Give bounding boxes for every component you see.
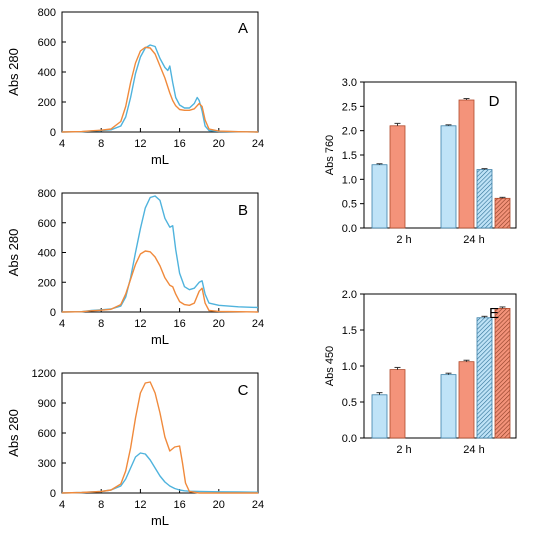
bar-orange-hatched (494, 307, 511, 439)
bar-blue (371, 164, 388, 229)
y-tick-label: 400 (38, 67, 56, 79)
chart-panel-c: 4 8 12 16 20 24 0 300 600 900 1200 mL Abs 280 C (6, 368, 264, 528)
y-axis-title: Abs 760 (324, 135, 336, 175)
x-tick-label: 24 (252, 499, 264, 511)
panel-letter: B (238, 202, 248, 219)
panel-letter: E (489, 305, 499, 322)
panel-letter: D (489, 93, 500, 110)
series-line-orange (61, 46, 259, 133)
bar-orange (458, 99, 475, 229)
chart-panel-a: 4 8 12 16 20 24 0 200 400 600 800 mL Abs 280 A (6, 7, 264, 167)
x-tick-label: 20 (213, 499, 225, 511)
y-tick-label: 0.5 (342, 397, 357, 409)
x-tick-label: 20 (213, 318, 225, 330)
plot-frame (61, 192, 259, 313)
y-axis-title: Abs 280 (6, 229, 21, 277)
y-tick-label: 800 (38, 7, 56, 19)
y-tick-label: 1.5 (342, 325, 357, 337)
x-tick-label: 24 (252, 318, 264, 330)
y-tick-label: 2.0 (342, 289, 357, 301)
bar-orange (458, 361, 475, 439)
y-tick-label: 3.0 (342, 77, 357, 89)
x-tick-label: 4 (59, 138, 65, 150)
bar-orange-hatched (494, 197, 511, 229)
y-tick-label: 0.0 (342, 223, 357, 235)
y-tick-label: 400 (38, 248, 56, 260)
y-tick-label: 0.5 (342, 199, 357, 211)
plot-frame (61, 11, 259, 133)
y-axis-title: Abs 280 (6, 409, 21, 457)
series-line-orange (61, 381, 258, 494)
x-tick-label: 12 (134, 499, 146, 511)
y-tick-label: 600 (38, 37, 56, 49)
x-tick-label: 8 (98, 318, 104, 330)
y-tick-label: 900 (38, 398, 56, 410)
y-tick-label: 300 (38, 458, 56, 470)
x-tick-label: 8 (98, 138, 104, 150)
y-tick-label: 1.5 (342, 150, 357, 162)
x-tick-label: 4 (59, 499, 65, 511)
bar-orange (389, 369, 406, 439)
panel-letter: A (238, 20, 248, 37)
x-tick-label: 4 (59, 318, 65, 330)
chart-panel-e: 0.0 0.5 1.0 1.5 2.0 2 h 24 h Abs 450 E (324, 289, 517, 456)
y-axis-title: Abs 450 (324, 346, 336, 386)
bar-blue-hatched (476, 317, 493, 439)
category-label: 24 h (463, 444, 484, 456)
x-tick-label: 12 (134, 138, 146, 150)
y-tick-label: 0 (50, 488, 56, 500)
category-label: 2 h (396, 444, 411, 456)
bar-blue (371, 394, 388, 439)
category-label: 2 h (396, 234, 411, 246)
x-tick-label: 20 (213, 138, 225, 150)
y-tick-label: 200 (38, 97, 56, 109)
y-tick-label: 200 (38, 277, 56, 289)
y-axis-title: Abs 280 (6, 48, 21, 96)
y-tick-label: 600 (38, 428, 56, 440)
y-tick-label: 1.0 (342, 361, 357, 373)
chart-panel-d: 0.0 0.5 1.0 1.5 2.0 2.5 3.0 2 h 24 h Abs 760 D (324, 77, 517, 246)
x-tick-label: 24 (252, 138, 264, 150)
x-axis-title: mL (151, 152, 169, 167)
bar-blue-hatched (476, 169, 493, 229)
bar-blue (440, 125, 457, 229)
y-tick-label: 2.5 (342, 101, 357, 113)
y-tick-label: 1200 (32, 368, 56, 380)
series-line-blue (61, 452, 259, 494)
y-tick-label: 0.0 (342, 433, 357, 445)
y-tick-label: 2.0 (342, 126, 357, 138)
y-tick-label: 0 (50, 127, 56, 139)
panel-letter: C (238, 382, 249, 399)
x-tick-label: 16 (173, 138, 185, 150)
chart-panel-b: 4 8 12 16 20 24 0 200 400 600 800 mL Abs 280 B (6, 188, 264, 347)
x-tick-label: 12 (134, 318, 146, 330)
y-tick-label: 800 (38, 188, 56, 200)
series-line-orange (61, 250, 259, 313)
x-axis-title: mL (151, 332, 169, 347)
bar-orange (389, 125, 406, 229)
y-tick-label: 600 (38, 218, 56, 230)
y-tick-label: 1.0 (342, 174, 357, 186)
bar-blue (440, 374, 457, 439)
x-tick-label: 8 (98, 499, 104, 511)
category-label: 24 h (463, 234, 484, 246)
x-axis-title: mL (151, 513, 169, 528)
y-tick-label: 0 (50, 307, 56, 319)
series-line-blue (61, 195, 259, 313)
x-tick-label: 16 (173, 499, 185, 511)
series-line-blue (61, 44, 259, 133)
x-tick-label: 16 (173, 318, 185, 330)
